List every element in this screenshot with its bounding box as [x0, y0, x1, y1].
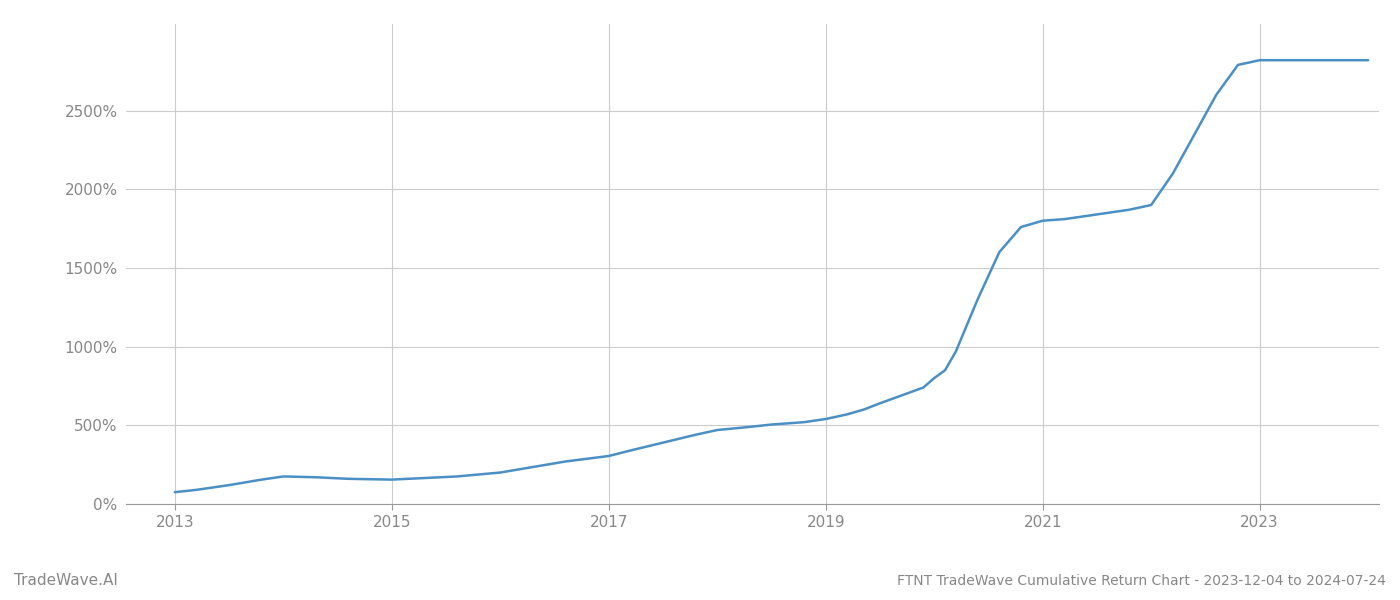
Text: TradeWave.AI: TradeWave.AI [14, 573, 118, 588]
Text: FTNT TradeWave Cumulative Return Chart - 2023-12-04 to 2024-07-24: FTNT TradeWave Cumulative Return Chart -… [897, 574, 1386, 588]
